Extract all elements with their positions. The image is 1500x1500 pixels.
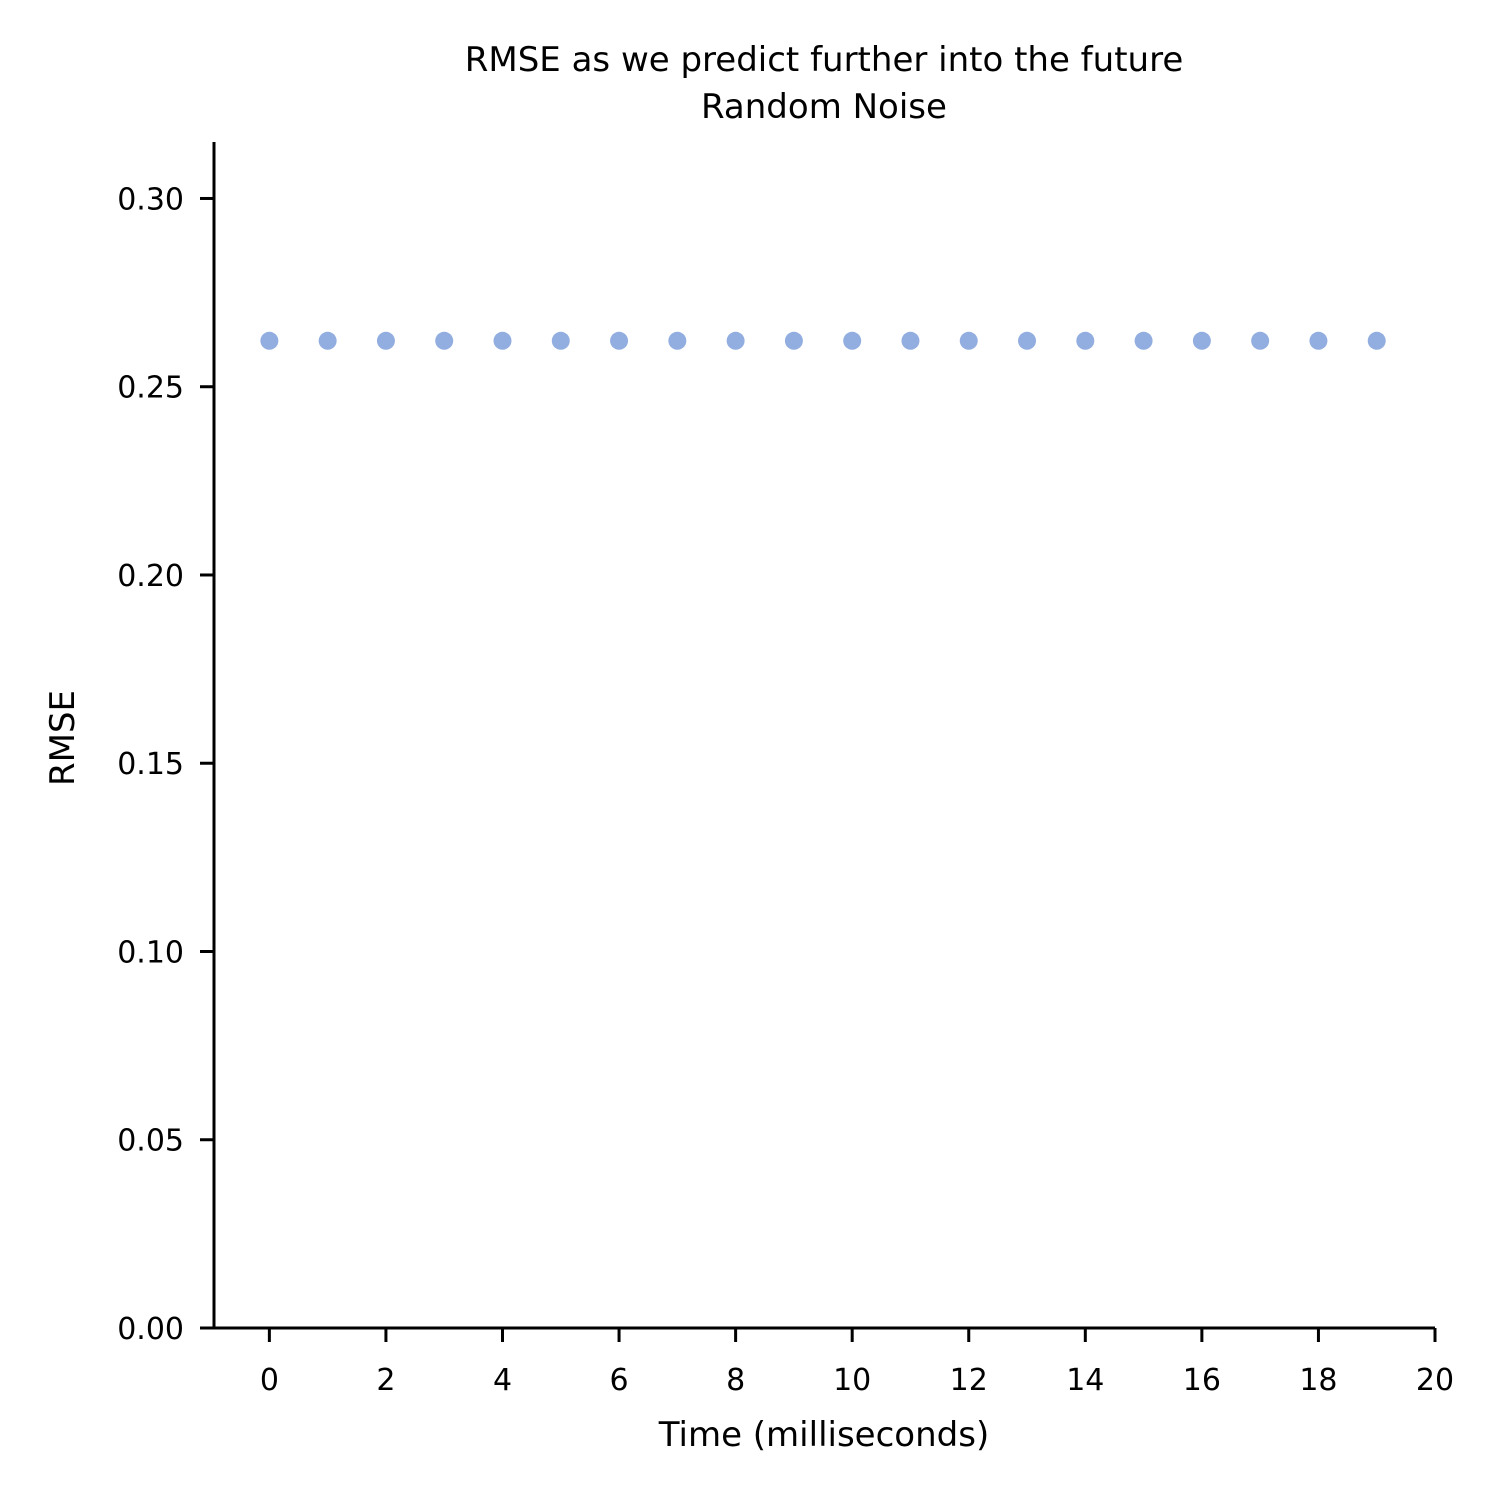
y-axis-ticks: 0.00 0.05 0.10 0.15 0.20 0.25 0.30	[117, 182, 214, 1347]
y-tick-label: 0.25	[117, 371, 184, 406]
data-point	[1076, 331, 1095, 350]
x-tick-label: 0	[260, 1363, 279, 1398]
y-tick-label: 0.00	[117, 1312, 184, 1347]
y-tick-label: 0.20	[117, 559, 184, 594]
data-points	[260, 331, 1386, 350]
x-axis-ticks: 0 2 4 6 8 10 12 14 16 18 20	[260, 1328, 1454, 1398]
data-point	[784, 331, 803, 350]
data-point	[726, 331, 745, 350]
y-axis-label: RMSE	[43, 690, 83, 786]
y-tick-label: 0.30	[117, 182, 184, 217]
data-point	[1309, 331, 1328, 350]
data-point	[318, 331, 337, 350]
x-tick-label: 16	[1183, 1363, 1221, 1398]
x-tick-label: 14	[1066, 1363, 1104, 1398]
data-point	[376, 331, 395, 350]
x-tick-label: 10	[833, 1363, 871, 1398]
y-tick-label: 0.15	[117, 747, 184, 782]
y-tick-label: 0.05	[117, 1124, 184, 1159]
chart-title: RMSE as we predict further into the futu…	[465, 40, 1183, 80]
data-point	[668, 331, 687, 350]
chart-subtitle: Random Noise	[701, 87, 947, 127]
data-point	[843, 331, 862, 350]
x-tick-label: 8	[726, 1363, 745, 1398]
x-tick-label: 2	[376, 1363, 395, 1398]
data-point	[1251, 331, 1270, 350]
data-point	[901, 331, 920, 350]
y-tick-label: 0.10	[117, 935, 184, 970]
data-point	[1134, 331, 1153, 350]
x-tick-label: 18	[1299, 1363, 1337, 1398]
data-point	[1192, 331, 1211, 350]
data-point	[610, 331, 629, 350]
data-point	[493, 331, 512, 350]
x-tick-label: 4	[493, 1363, 512, 1398]
data-point	[260, 331, 279, 350]
data-point	[1018, 331, 1037, 350]
x-tick-label: 6	[610, 1363, 629, 1398]
x-tick-label: 20	[1416, 1363, 1454, 1398]
data-point	[959, 331, 978, 350]
data-point	[1367, 331, 1386, 350]
data-point	[551, 331, 570, 350]
x-axis-label: Time (milliseconds)	[658, 1415, 989, 1455]
x-tick-label: 12	[950, 1363, 988, 1398]
data-point	[435, 331, 454, 350]
